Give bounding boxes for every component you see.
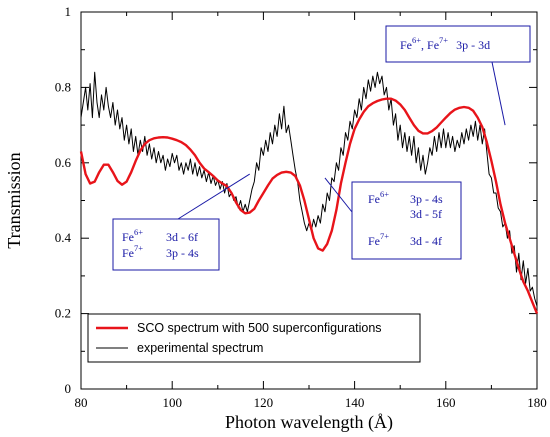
- y-tick-label: 0.6: [55, 155, 72, 170]
- x-tick-label: 80: [75, 395, 88, 410]
- annotation-box: [351, 181, 462, 260]
- legend-entry-label: experimental spectrum: [137, 341, 263, 355]
- x-axis-label: Photon wavelength (Å): [225, 412, 393, 433]
- annotation-ions: Fe6+, Fe7+ 3p - 3d: [400, 35, 490, 52]
- annotation-box: [385, 25, 531, 63]
- annotation-transition: 3d - 5f: [410, 207, 442, 221]
- y-tick-label: 0.8: [55, 79, 71, 94]
- annotation-pointer: [491, 61, 506, 126]
- annotation-transition: 3p - 4s: [410, 192, 443, 206]
- y-axis-label: Transmission: [4, 152, 24, 248]
- annotation-pointer: [324, 177, 353, 213]
- annotation-transition: 3d - 4f: [410, 234, 442, 248]
- x-tick-label: 100: [162, 395, 182, 410]
- annotation-transition: 3p - 4s: [166, 246, 199, 260]
- y-tick-label: 0.2: [55, 306, 71, 321]
- legend-box: [87, 313, 421, 363]
- x-tick-label: 160: [436, 395, 456, 410]
- legend-entry-label: SCO spectrum with 500 superconfiguration…: [137, 321, 382, 335]
- x-tick-label: 140: [345, 395, 365, 410]
- y-tick-label: 1: [65, 4, 72, 19]
- sco-spectrum-line: [79, 97, 539, 315]
- annotation-box: [112, 218, 220, 271]
- x-tick-label: 180: [527, 395, 547, 410]
- legend: SCO spectrum with 500 superconfiguration…: [87, 313, 421, 363]
- x-tick-label: 120: [254, 395, 274, 410]
- annotation-fe-3p-3d: Fe6+, Fe7+ 3p - 3d: [385, 25, 531, 126]
- annotation-transition: 3d - 6f: [166, 230, 198, 244]
- y-tick-label: 0: [65, 381, 72, 396]
- y-tick-label: 0.4: [55, 230, 72, 245]
- annotation-pointer: [177, 173, 250, 220]
